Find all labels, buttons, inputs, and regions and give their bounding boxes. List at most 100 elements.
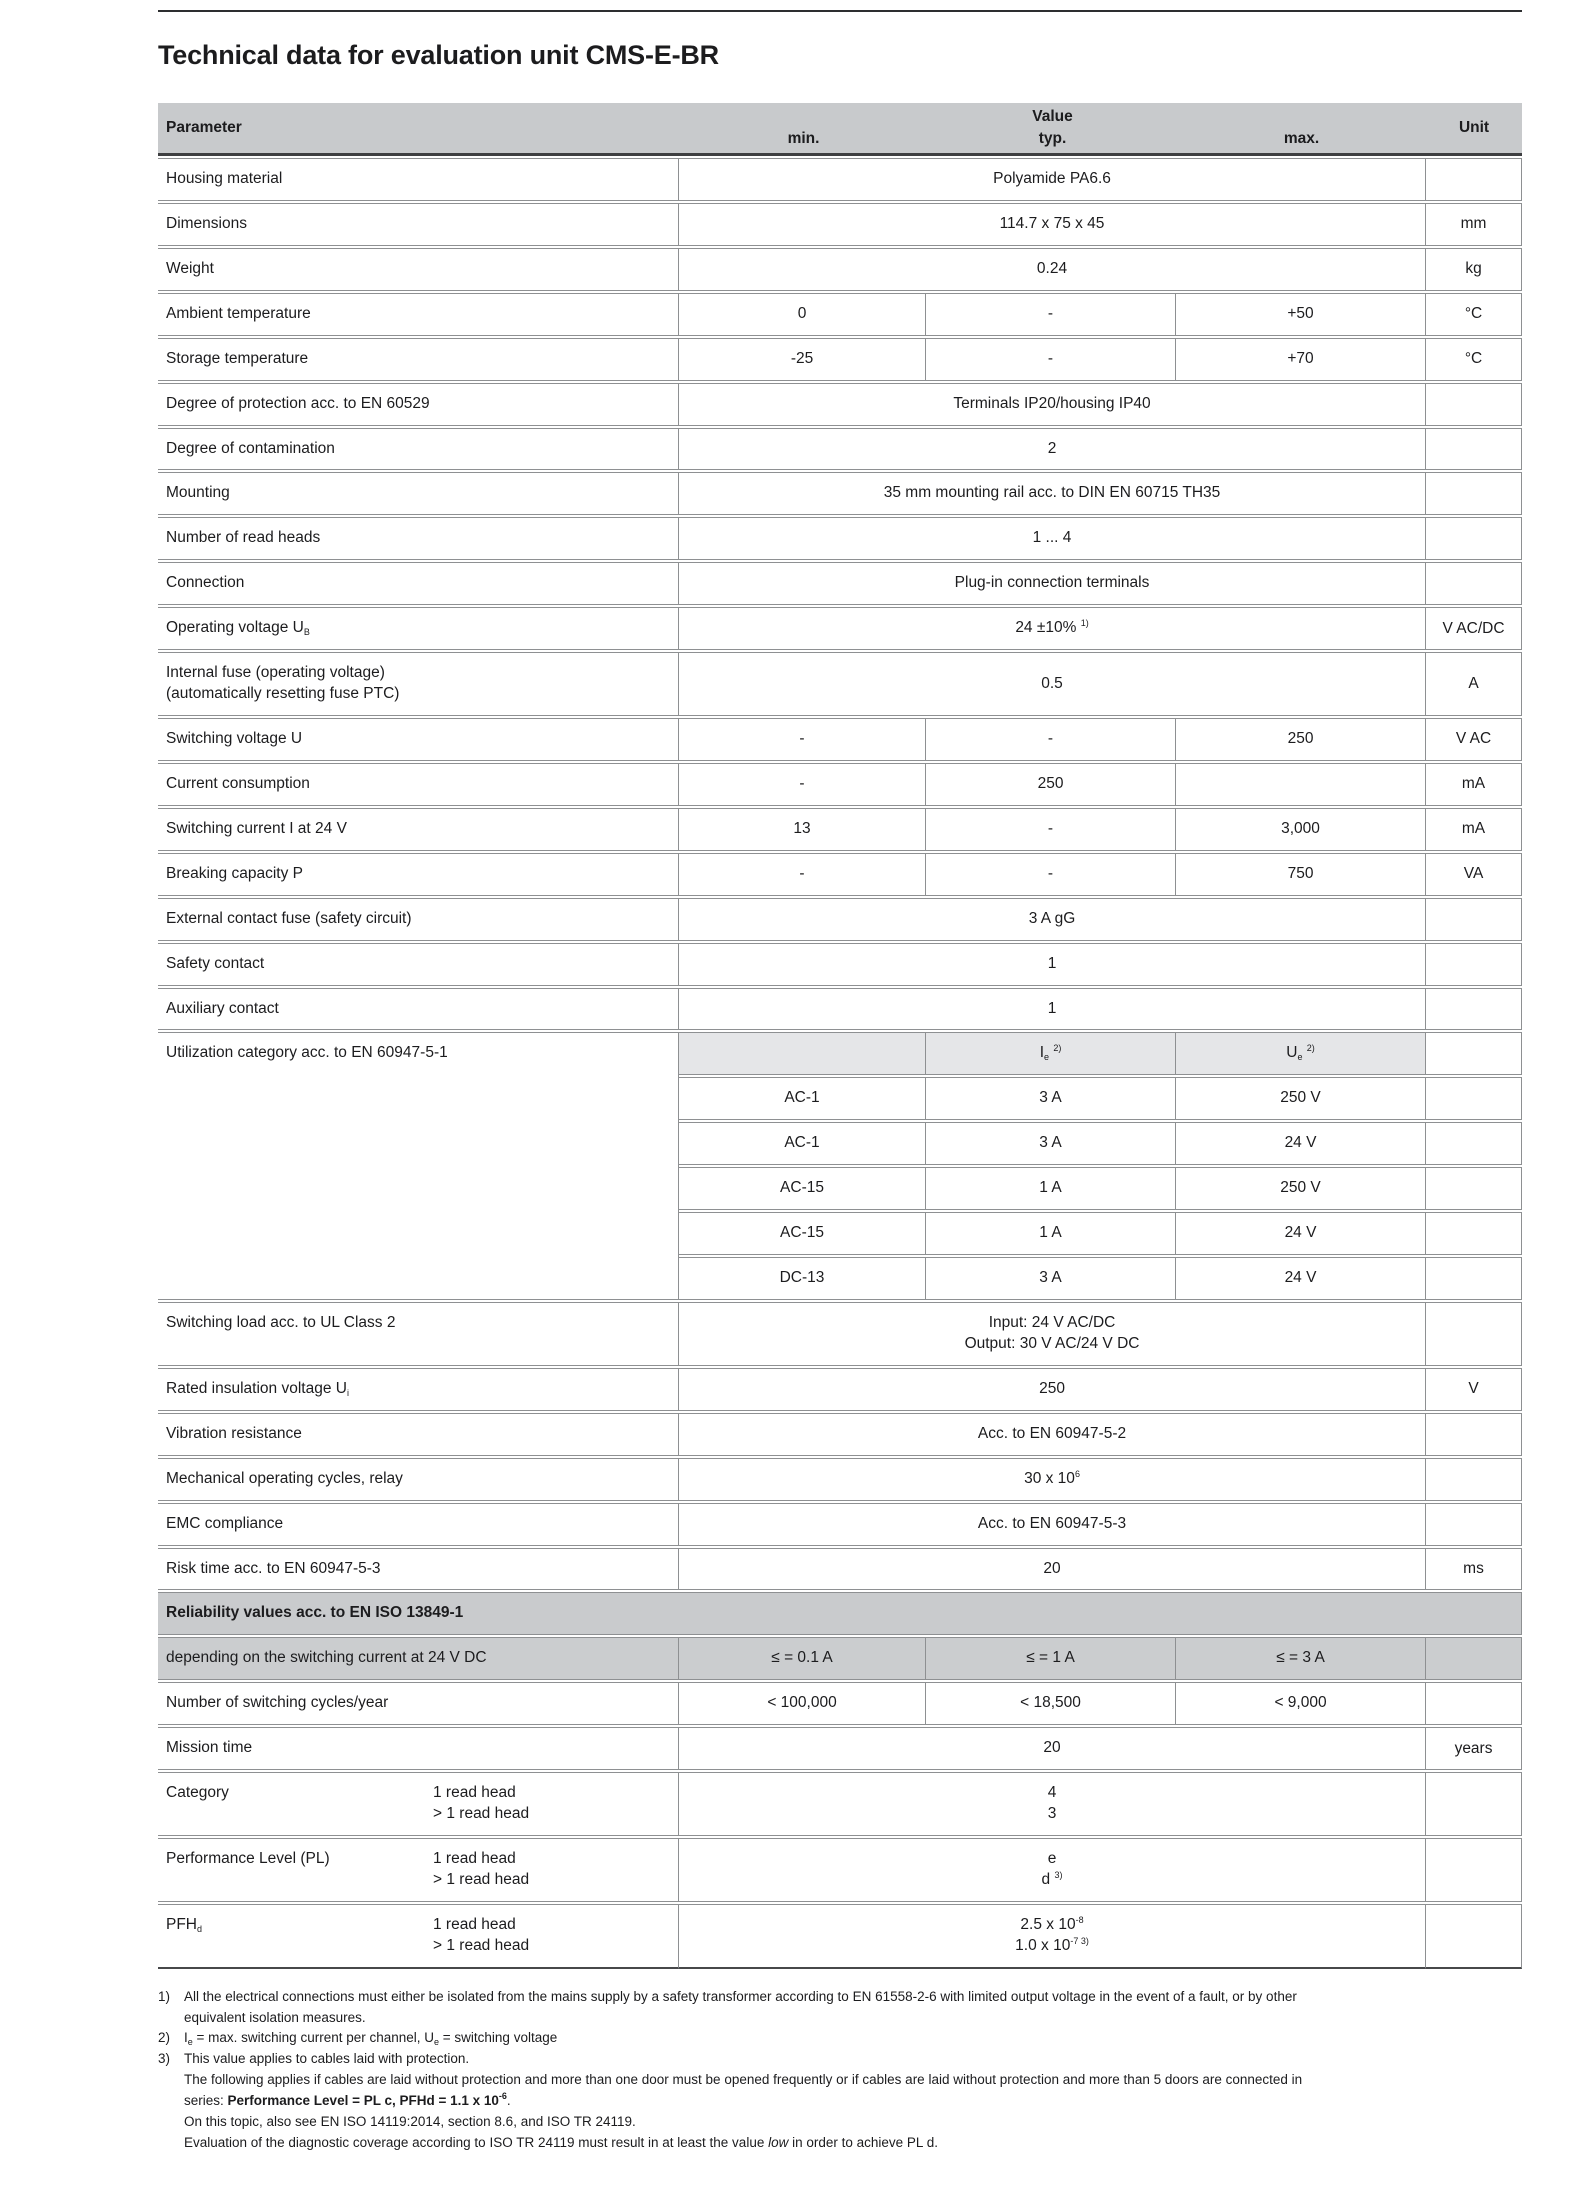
emc-compliance-row: EMC compliance Acc. to EN 60947-5-3 [158, 1502, 1523, 1546]
utilization-ac15-250v-min: AC-15 [679, 1167, 927, 1211]
footnote-text: This value applies to cables laid with p… [184, 2051, 470, 2067]
switching-current-dependency-typ: ≤ = 1 A [926, 1637, 1177, 1681]
switching-current-param: Switching current I at 24 V [158, 807, 680, 851]
risk-time-unit: ms [1426, 1547, 1523, 1591]
emc-compliance-param: EMC compliance [158, 1502, 680, 1546]
external-contact-fuse-unit [1426, 897, 1523, 941]
utilization-ac15-24v-max: 24 V [1176, 1212, 1427, 1256]
current-consumption-row: Current consumption -250 mA [158, 762, 1523, 806]
switching-current-max: 3,000 [1176, 807, 1427, 851]
mechanical-operating-cycles-unit [1426, 1457, 1523, 1501]
footnote-3: 3) This value applies to cables laid with… [158, 2049, 1522, 2070]
utilization-ac1-250v-unit [1426, 1077, 1523, 1121]
utilization-category-max: Ue 2) [1176, 1032, 1427, 1076]
utilization-ac1-24v-typ: 3 A [926, 1122, 1177, 1166]
header-parameter-label: Parameter [166, 119, 242, 136]
utilization-ac1-24v-max: 24 V [1176, 1122, 1427, 1166]
storage-temperature-param: Storage temperature [158, 337, 680, 381]
switching-voltage-min: - [679, 717, 927, 761]
reliability-values-row: Reliability values acc. to EN ISO 13849-… [158, 1592, 1523, 1636]
utilization-ac15-250v-unit [1426, 1167, 1523, 1211]
category-row: Category 1 read head > 1 read head 4 3 [158, 1772, 1523, 1836]
footnote-text: All the electrical connections must eith… [184, 1988, 1297, 2004]
mounting-row: Mounting 35 mm mounting rail acc. to DIN … [158, 472, 1523, 516]
dimensions-row: Dimensions 114.7 x 75 x 45 mm [158, 202, 1523, 246]
degree-of-protection-unit [1426, 382, 1523, 426]
switching-load-value: Input: 24 V AC/DC Output: 30 V AC/24 V DC [679, 1301, 1427, 1366]
rated-insulation-voltage-param: Rated insulation voltage Ui [158, 1367, 680, 1411]
utilization-category-unit [1426, 1032, 1523, 1076]
safety-contact-unit [1426, 942, 1523, 986]
category-unit [1426, 1772, 1523, 1836]
risk-time-value: 20 [679, 1547, 1427, 1591]
housing-material-unit [1426, 158, 1523, 201]
degree-of-protection-param: Degree of protection acc. to EN 60529 [158, 382, 680, 426]
footnote-text: Ie = max. switching current per channel,… [184, 2030, 558, 2048]
auxiliary-contact-unit [1426, 987, 1523, 1031]
connection-param: Connection [158, 562, 680, 606]
breaking-capacity-unit: VA [1426, 852, 1523, 896]
performance-level-row: Performance Level (PL) 1 read head > 1 rea… [158, 1837, 1523, 1902]
operating-voltage-unit: V AC/DC [1426, 607, 1523, 651]
auxiliary-contact-param: Auxiliary contact [158, 987, 680, 1031]
ambient-temperature-min: 0 [679, 292, 927, 336]
switching-current-dependency-unit [1426, 1637, 1523, 1681]
switching-voltage-param: Switching voltage U [158, 717, 680, 761]
safety-contact-param: Safety contact [158, 942, 680, 986]
internal-fuse-unit: A [1426, 652, 1523, 716]
technical-data-table: Parameter Value min. typ. max. Unit Hous… [158, 101, 1523, 1971]
footnote-marker: 2) [158, 2030, 171, 2046]
safety-contact-row: Safety contact 1 [158, 942, 1523, 986]
dimensions-unit: mm [1426, 202, 1523, 246]
utilization-ac15-250v-typ: 1 A [926, 1167, 1177, 1211]
switching-cycles-per-year-param: Number of switching cycles/year [158, 1682, 680, 1726]
reliability-values-title: Reliability values acc. to EN ISO 13849-… [158, 1592, 1523, 1636]
switching-voltage-typ: - [926, 717, 1177, 761]
footnote-marker: 1) [158, 1988, 171, 2004]
utilization-ac15-250v-row: AC-15 1 A 250 V [158, 1167, 1523, 1211]
auxiliary-contact-value: 1 [679, 987, 1427, 1031]
utilization-dc13-24v-max: 24 V [1176, 1257, 1427, 1300]
housing-material-param: Housing material [158, 158, 680, 201]
switching-current-dependency-max: ≤ = 3 A [1176, 1637, 1427, 1681]
pfhd-param-sublabels: 1 read head > 1 read head [425, 1903, 680, 1969]
storage-temperature-unit: °C [1426, 337, 1523, 381]
mounting-value: 35 mm mounting rail acc. to DIN EN 60715… [679, 472, 1427, 516]
switching-current-dependency-row: depending on the switching current at 24… [158, 1637, 1523, 1681]
connection-row: Connection Plug-in connection terminals [158, 562, 1523, 606]
current-consumption-param: Current consumption [158, 762, 680, 806]
footnote-1-continuation: equivalent isolation measures. [184, 2009, 366, 2025]
pfhd-row: PFHd 1 read head > 1 read head 2.5 x 10-8 1.… [158, 1903, 1523, 1969]
switching-load-param: Switching load acc. to UL Class 2 [158, 1301, 680, 1366]
mounting-param: Mounting [158, 472, 680, 516]
utilization-category-row: Utilization category acc. to EN 60947-5-… [158, 1032, 1523, 1300]
weight-param: Weight [158, 247, 680, 291]
rated-insulation-voltage-unit: V [1426, 1367, 1523, 1411]
switching-voltage-row: Switching voltage U - -250 V AC [158, 717, 1523, 761]
emc-compliance-value: Acc. to EN 60947-5-3 [679, 1502, 1427, 1546]
internal-fuse-row: Internal fuse (operating voltage) (automa… [158, 652, 1523, 716]
footnote-3-continuation: The following applies if cables are laid… [184, 2072, 1303, 2088]
header-min-typ-max: min. typ. max. [679, 130, 1426, 148]
utilization-ac1-24v-row: AC-1 3 A 24 V [158, 1122, 1523, 1166]
current-consumption-min: - [679, 762, 927, 806]
utilization-ac1-250v-typ: 3 A [926, 1077, 1177, 1121]
ambient-temperature-max: +50 [1176, 292, 1427, 336]
utilization-ac15-24v-row: AC-15 1 A 24 V [158, 1212, 1523, 1256]
utilization-ac1-24v-unit [1426, 1122, 1523, 1166]
switching-current-typ: - [926, 807, 1177, 851]
utilization-ac1-250v-row: AC-1 3 A 250 V [158, 1077, 1523, 1121]
storage-temperature-max: +70 [1176, 337, 1427, 381]
pfhd-unit [1426, 1903, 1523, 1969]
rated-insulation-voltage-row: Rated insulation voltage Ui 250 V [158, 1367, 1523, 1411]
utilization-dc13-24v-unit [1426, 1257, 1523, 1300]
degree-of-contamination-value: 2 [679, 427, 1427, 471]
auxiliary-contact-row: Auxiliary contact 1 [158, 987, 1523, 1031]
safety-contact-value: 1 [679, 942, 1427, 986]
breaking-capacity-min: - [679, 852, 927, 896]
housing-material-value: Polyamide PA6.6 [679, 158, 1427, 201]
switching-cycles-per-year-typ: < 18,500 [926, 1682, 1177, 1726]
storage-temperature-typ: - [926, 337, 1177, 381]
utilization-ac15-24v-unit [1426, 1212, 1523, 1256]
